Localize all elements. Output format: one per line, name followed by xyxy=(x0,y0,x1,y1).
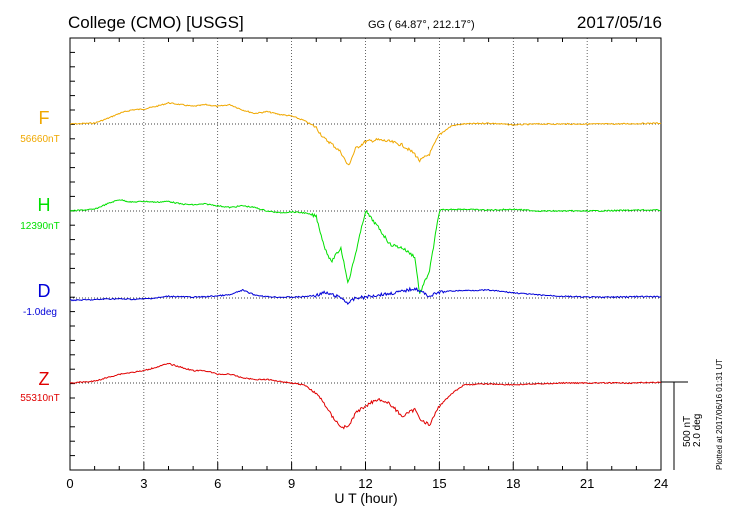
series-line-Z xyxy=(69,362,662,430)
scale-nt: 500 nT xyxy=(682,416,693,447)
grid-lines xyxy=(143,38,588,470)
x-tick-label-0: 0 xyxy=(66,476,73,491)
x-tick-label-12: 12 xyxy=(358,476,372,491)
x-axis-label: U T (hour) xyxy=(334,490,397,506)
label-H: H xyxy=(38,195,51,215)
baseline-label-H: 12390nT xyxy=(20,221,59,232)
x-tick-label-3: 3 xyxy=(140,476,147,491)
x-tick-label-6: 6 xyxy=(214,476,221,491)
series-line-D xyxy=(69,286,661,306)
baseline-label-Z: 55310nT xyxy=(20,393,59,404)
station-title: College (CMO) [USGS] xyxy=(68,13,244,32)
coordinates: GG ( 64.87°, 212.17°) xyxy=(368,19,475,31)
x-axis-ticks xyxy=(69,37,662,471)
x-tick-label-15: 15 xyxy=(432,476,446,491)
series-line-F xyxy=(70,101,662,166)
scale-bar: 500 nT 2.0 deg xyxy=(661,381,703,470)
x-axis-tick-labels: 0 3 6 9 12 15 18 21 24 xyxy=(66,476,668,491)
baseline-label-F: 56660nT xyxy=(20,134,59,145)
x-tick-label-24: 24 xyxy=(654,476,668,491)
x-tick-label-18: 18 xyxy=(506,476,520,491)
series-line-H xyxy=(69,199,662,294)
label-D: D xyxy=(38,281,51,301)
scale-deg: 2.0 deg xyxy=(692,414,703,447)
label-Z: Z xyxy=(39,369,50,389)
baseline-label-D: -1.0deg xyxy=(23,307,57,318)
date: 2017/05/16 xyxy=(577,13,662,32)
plotted-note: Plotted at 2017/06/16 01:31 UT xyxy=(715,359,724,470)
x-tick-label-9: 9 xyxy=(288,476,295,491)
series-lines xyxy=(69,101,662,430)
x-tick-label-21: 21 xyxy=(580,476,594,491)
label-F: F xyxy=(39,108,50,128)
